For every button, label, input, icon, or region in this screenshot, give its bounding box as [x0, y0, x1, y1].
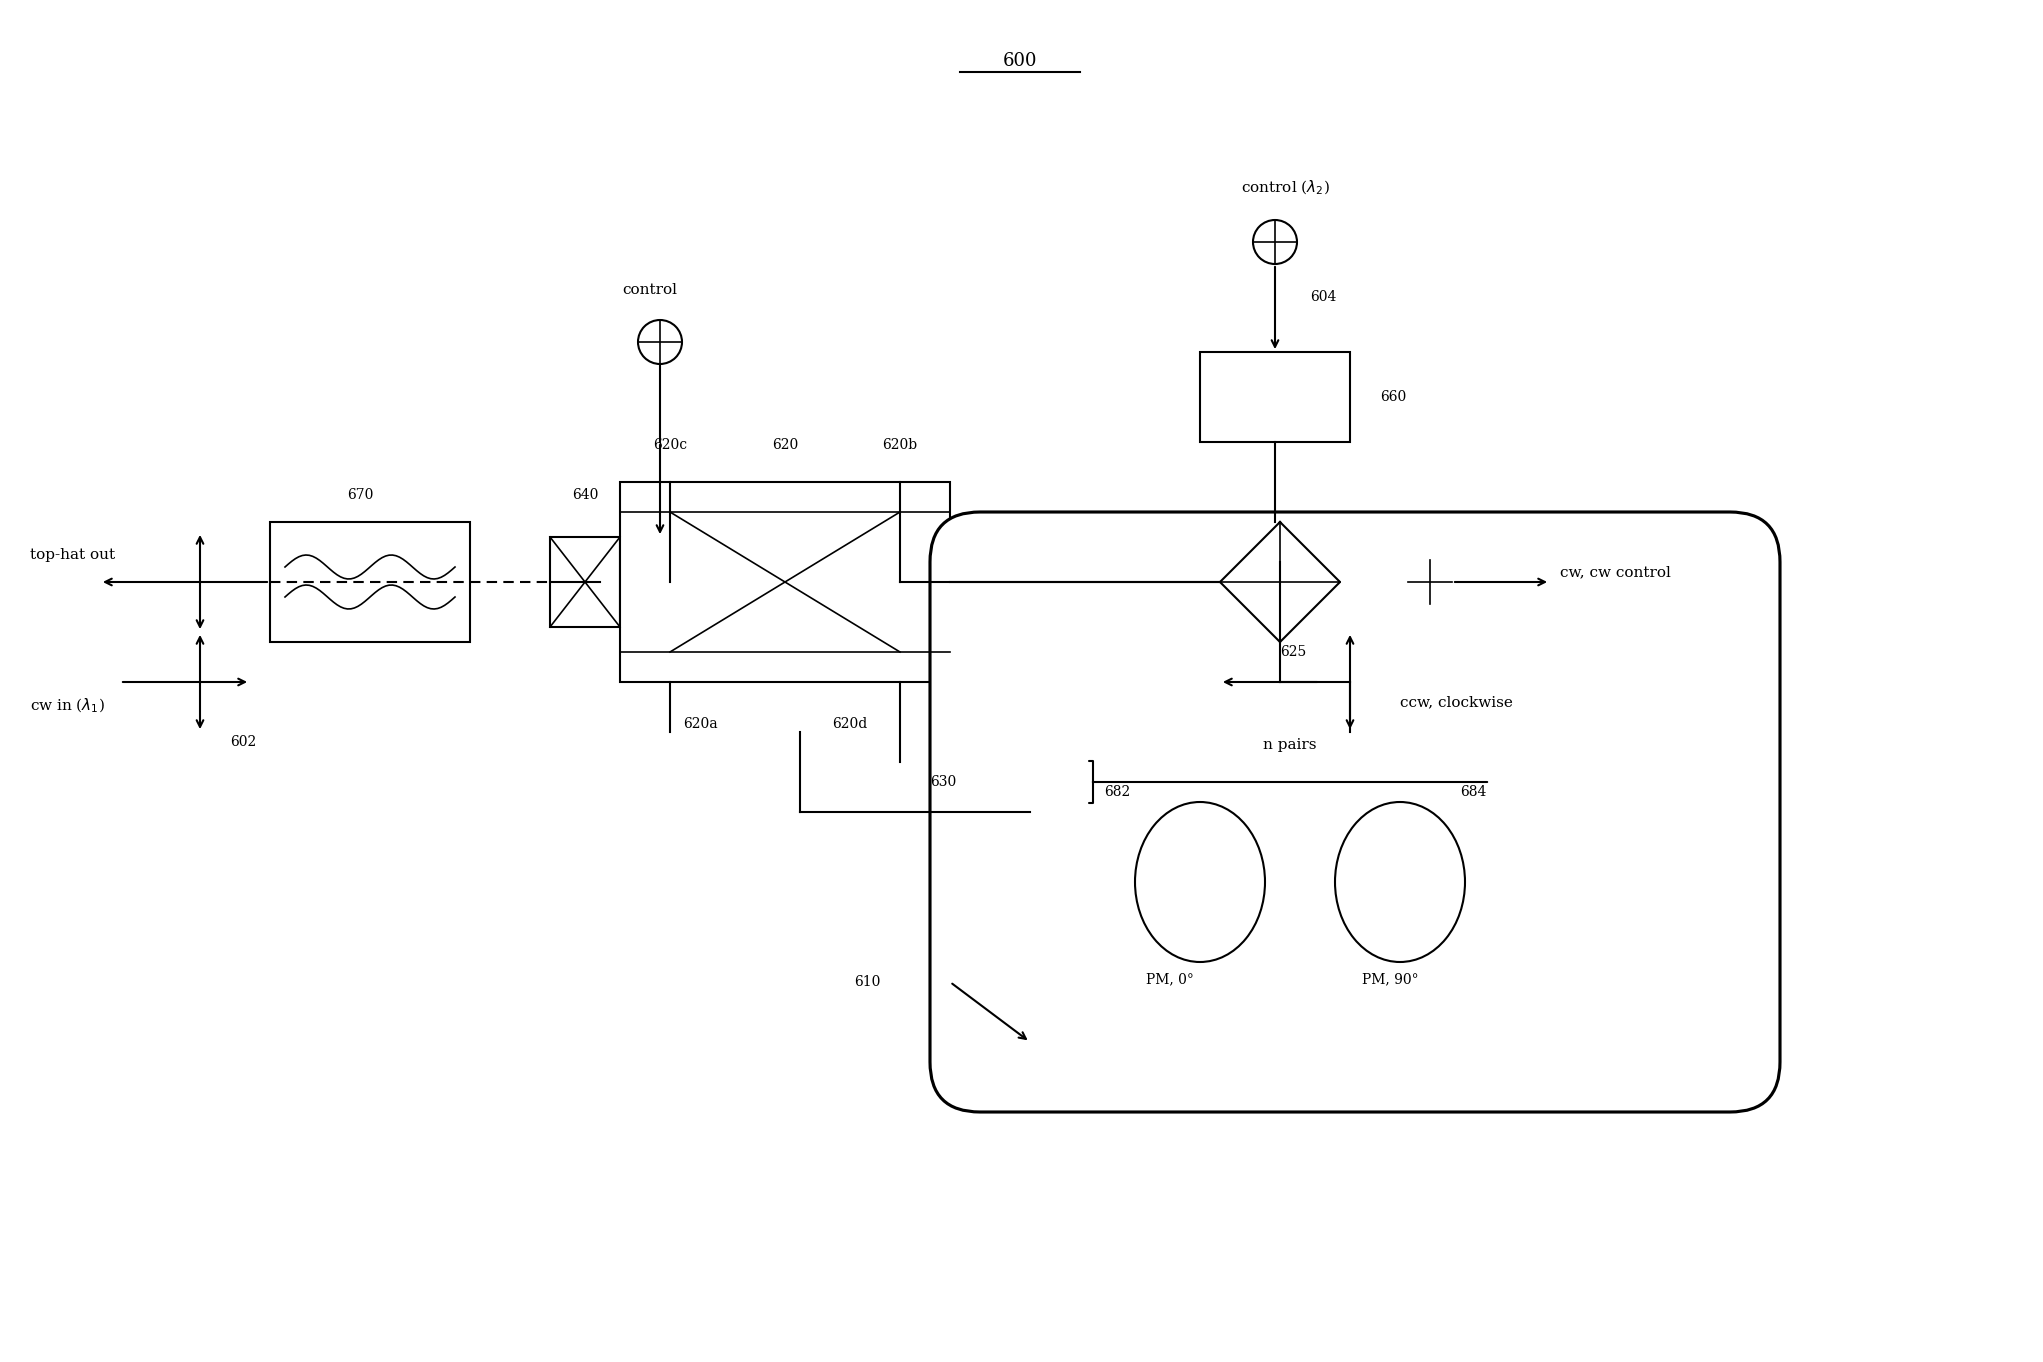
- Text: 610: 610: [854, 975, 881, 989]
- Text: 602: 602: [231, 735, 255, 749]
- FancyBboxPatch shape: [270, 522, 470, 642]
- Text: 640: 640: [572, 488, 599, 503]
- Text: 604: 604: [1310, 290, 1336, 304]
- Text: control: control: [623, 283, 678, 297]
- Bar: [550, 537, 619, 627]
- Text: 620d: 620d: [832, 716, 868, 731]
- Ellipse shape: [1334, 802, 1465, 962]
- Text: 670: 670: [347, 488, 374, 503]
- Bar: [1199, 351, 1350, 443]
- Text: 682: 682: [1103, 785, 1130, 799]
- Circle shape: [1252, 221, 1297, 264]
- Text: cw, cw control: cw, cw control: [1561, 565, 1671, 579]
- Text: PM, 0°: PM, 0°: [1146, 972, 1193, 986]
- Circle shape: [1408, 560, 1453, 603]
- Text: top-hat out: top-hat out: [31, 548, 114, 563]
- Text: 620a: 620a: [682, 716, 717, 731]
- Text: 660: 660: [1379, 390, 1406, 405]
- Text: 600: 600: [1003, 52, 1038, 69]
- Bar: [619, 482, 950, 682]
- Text: ccw, clockwise: ccw, clockwise: [1399, 695, 1514, 710]
- Text: 625: 625: [1281, 646, 1305, 659]
- Text: control ($\lambda_2$): control ($\lambda_2$): [1240, 178, 1330, 197]
- Text: 620b: 620b: [883, 439, 917, 452]
- Text: 630: 630: [930, 775, 956, 789]
- Circle shape: [637, 320, 682, 364]
- Text: 620: 620: [772, 439, 799, 452]
- FancyBboxPatch shape: [930, 512, 1779, 1111]
- Ellipse shape: [1136, 802, 1265, 962]
- Text: PM, 90°: PM, 90°: [1363, 972, 1418, 986]
- Text: n pairs: n pairs: [1263, 738, 1318, 752]
- Text: 684: 684: [1461, 785, 1487, 799]
- Text: 620c: 620c: [654, 439, 686, 452]
- Text: cw in ($\lambda_1$): cw in ($\lambda_1$): [31, 697, 104, 715]
